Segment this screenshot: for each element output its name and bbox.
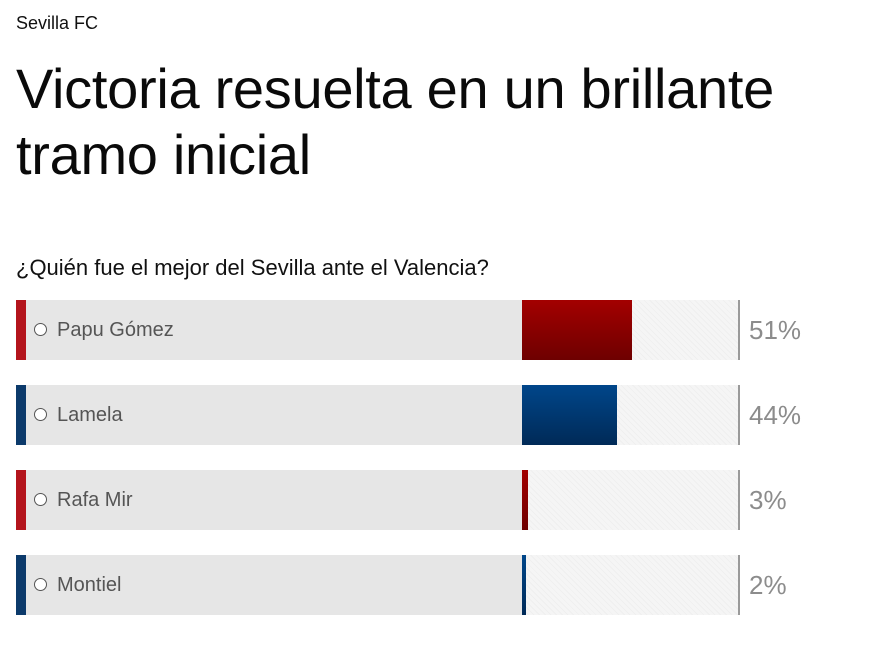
option-label-area[interactable]: Lamela (26, 385, 522, 445)
bar-divider (738, 300, 740, 360)
section-label[interactable]: Sevilla FC (16, 13, 99, 33)
option-accent-bar (16, 555, 26, 615)
poll-option-montiel[interactable]: Montiel 2% (16, 555, 846, 615)
option-label-area[interactable]: Papu Gómez (26, 300, 522, 360)
poll-question: ¿Quién fue el mejor del Sevilla ante el … (16, 255, 489, 280)
option-percent: 3% (749, 485, 787, 515)
option-accent-bar (16, 470, 26, 530)
option-name: Montiel (57, 574, 122, 596)
radio-button[interactable] (34, 323, 47, 336)
option-label-area[interactable]: Montiel (26, 555, 522, 615)
option-percent: 2% (749, 570, 787, 600)
radio-button[interactable] (34, 408, 47, 421)
result-bar-fill (522, 470, 528, 530)
bar-divider (738, 385, 740, 445)
option-name: Papu Gómez (57, 319, 174, 341)
article-headline: Victoria resuelta en un brillante tramo … (16, 57, 774, 186)
poll-widget: ¿Quién fue el mejor del Sevilla ante el … (16, 254, 846, 640)
poll-option-rafa-mir[interactable]: Rafa Mir 3% (16, 470, 846, 530)
option-accent-bar (16, 385, 26, 445)
result-bar-fill (522, 300, 632, 360)
option-label-area[interactable]: Rafa Mir (26, 470, 522, 530)
result-bar-track (522, 470, 738, 530)
radio-button[interactable] (34, 578, 47, 591)
result-bar-fill (522, 385, 617, 445)
bar-divider (738, 470, 740, 530)
poll-option-papu-gomez[interactable]: Papu Gómez 51% (16, 300, 846, 360)
poll-option-lamela[interactable]: Lamela 44% (16, 385, 846, 445)
option-name: Lamela (57, 404, 123, 426)
option-percent: 44% (749, 400, 802, 430)
result-bar-track (522, 385, 738, 445)
result-bar-track (522, 300, 738, 360)
result-bar-fill (522, 555, 526, 615)
radio-button[interactable] (34, 493, 47, 506)
result-bar-track (522, 555, 738, 615)
option-percent: 51% (749, 315, 802, 345)
option-name: Rafa Mir (57, 489, 133, 511)
bar-divider (738, 555, 740, 615)
option-accent-bar (16, 300, 26, 360)
